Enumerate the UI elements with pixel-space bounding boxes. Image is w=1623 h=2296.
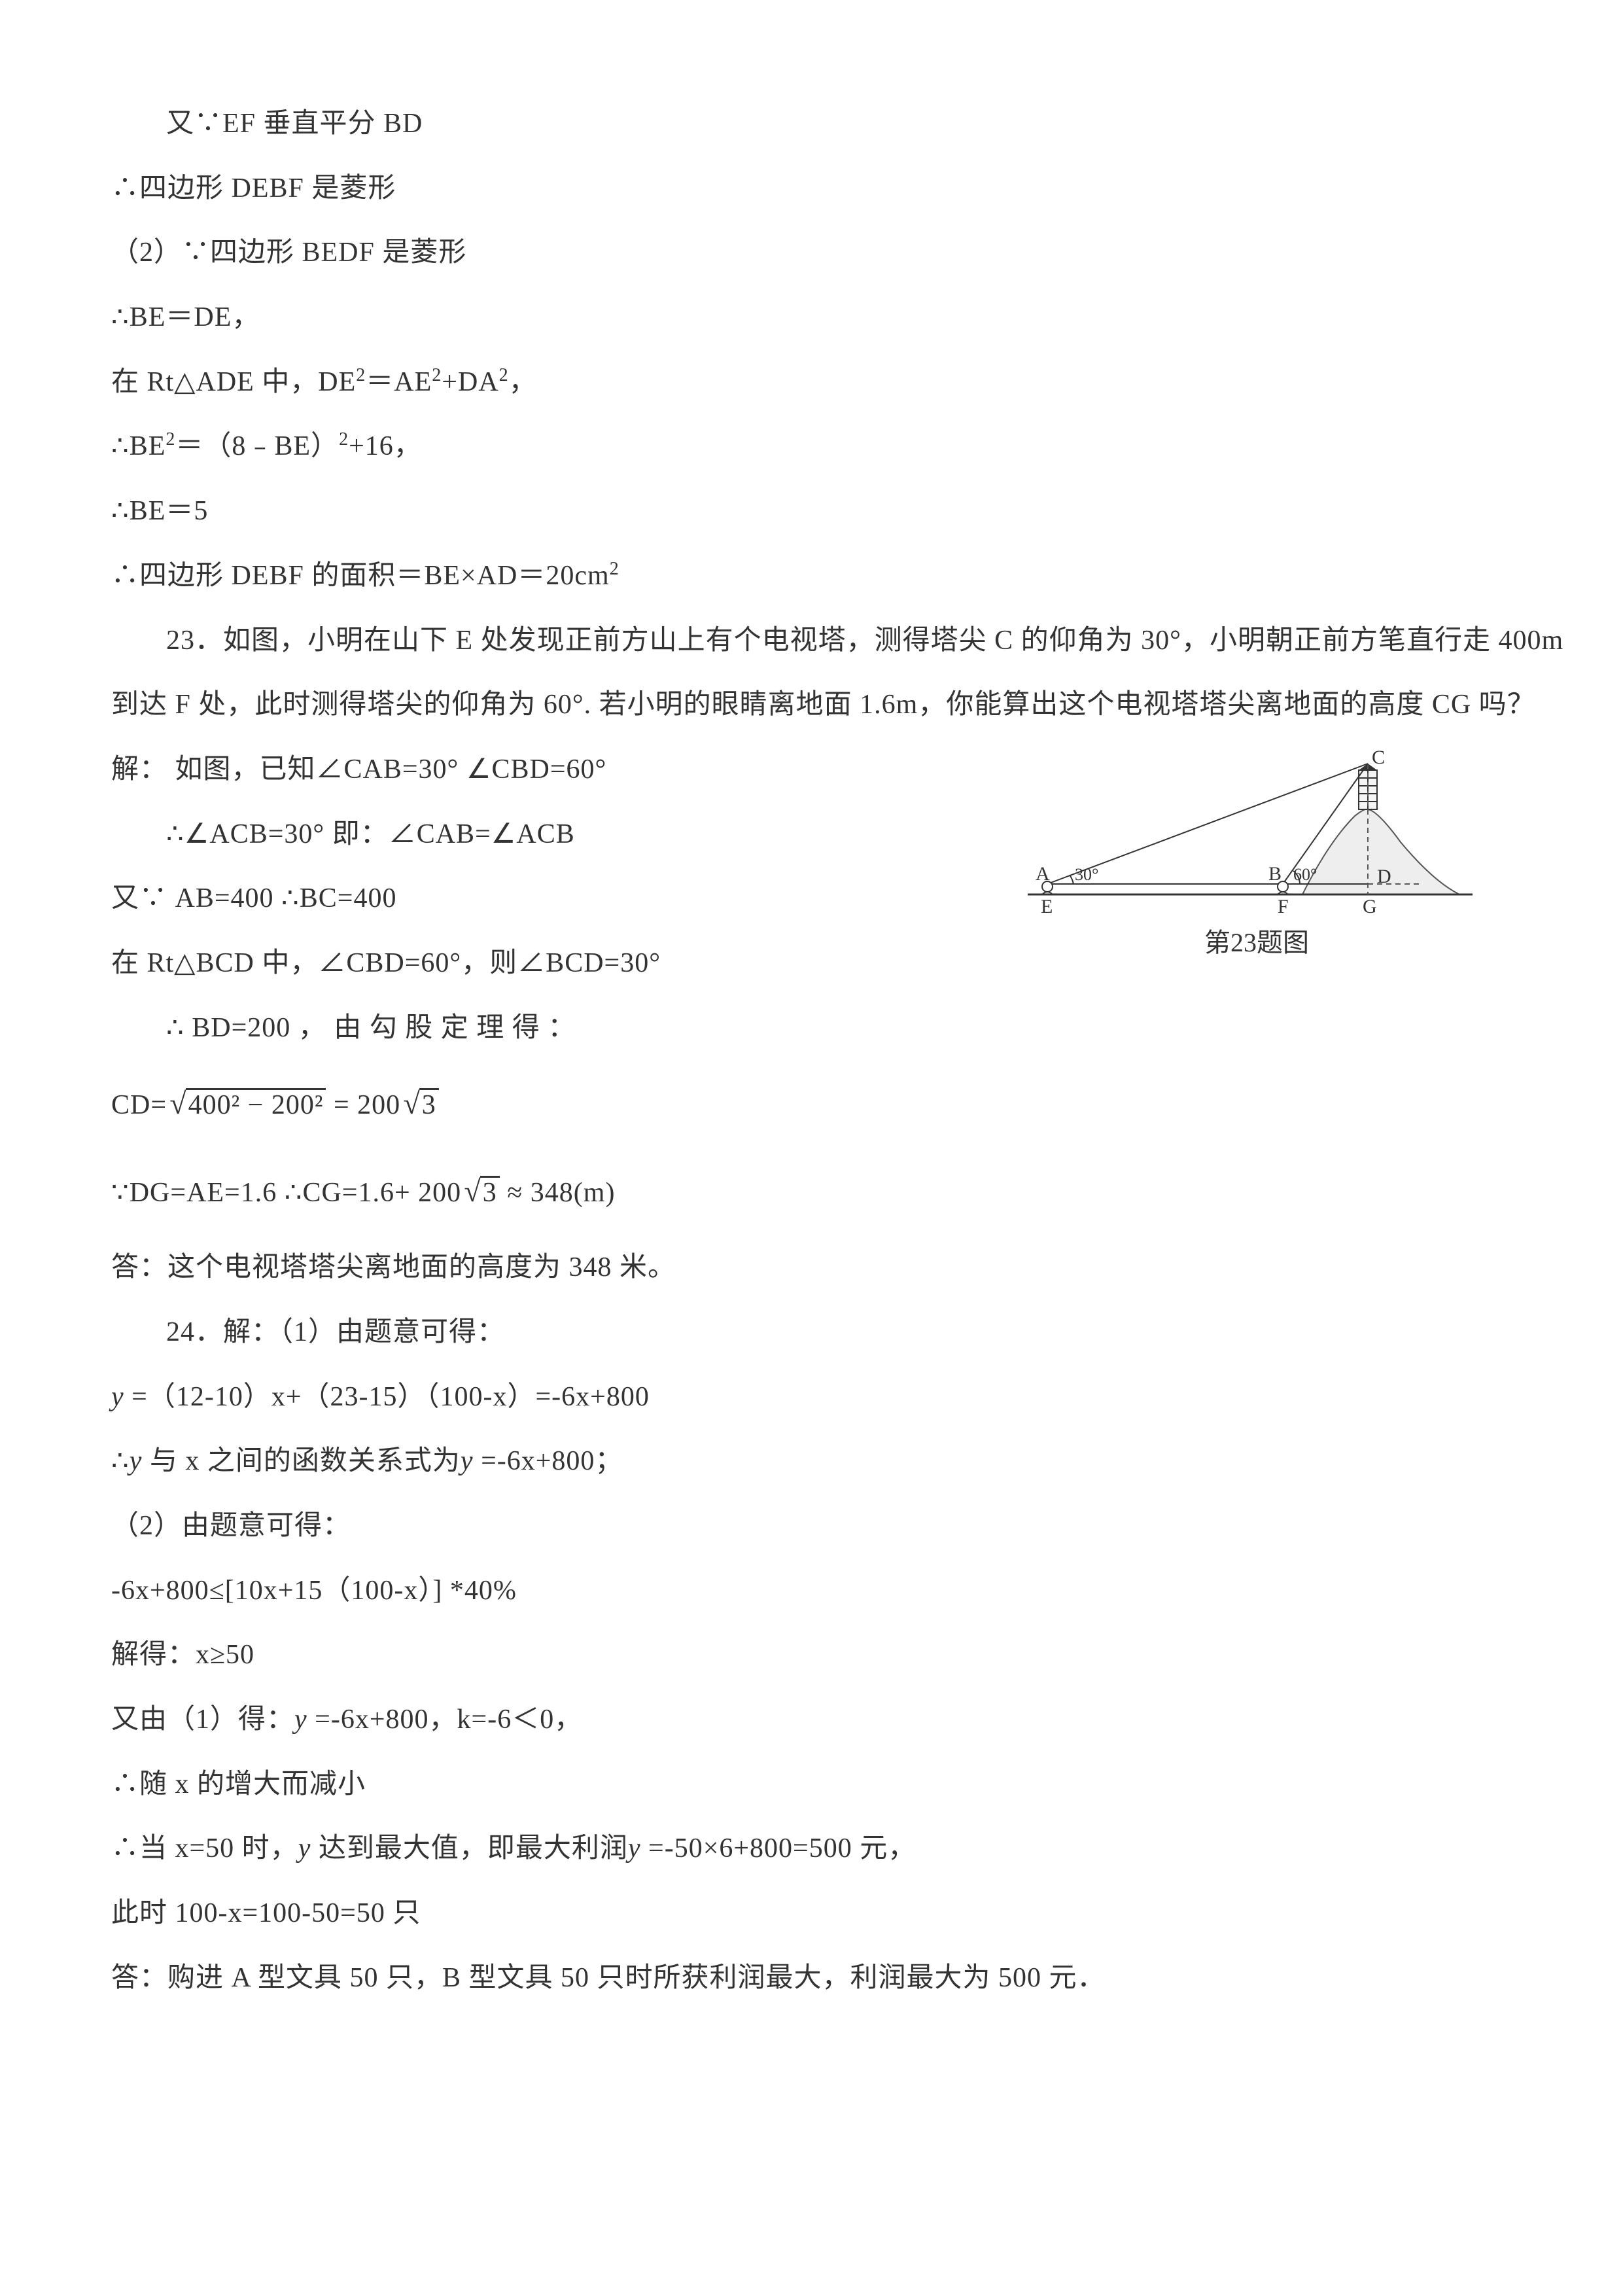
text-line: 又∵EF 垂直平分 BD <box>111 92 1512 156</box>
text-fragment: 与 x 之间的函数关系式为 <box>142 1446 461 1476</box>
text-line: 答：购进 A 型文具 50 只，B 型文具 50 只时所获利润最大，利润最大为 … <box>111 1946 1512 2011</box>
text-fragment: ∴ <box>111 1446 130 1476</box>
text-fragment: ∵DG=AE=1.6 ∴CG=1.6+ 200 <box>111 1178 461 1208</box>
var-y: y <box>111 1382 124 1412</box>
text-line: 24．解：（1）由题意可得： <box>111 1300 1512 1365</box>
text-line: ∴当 x=50 时，y 达到最大值，即最大利润y =-50×6+800=500 … <box>111 1816 1512 1881</box>
var-y: y <box>298 1833 311 1863</box>
text-line: 在 Rt△ADE 中，DE2＝AE2+DA2， <box>111 350 1512 415</box>
label-g: G <box>1363 896 1377 914</box>
text-line: ∴四边形 DEBF 是菱形 <box>111 156 1512 221</box>
text-fragment: ≈ 348(m) <box>500 1178 616 1208</box>
text-line: （2）∵四边形 BEDF 是菱形 <box>111 221 1512 285</box>
figure-caption: 第23题图 <box>1002 921 1512 959</box>
text-line: 解得：x≥50 <box>111 1623 1512 1687</box>
text-fragment: 又由（1）得： <box>111 1704 294 1735</box>
text-line-math: ∵DG=AE=1.6 ∴CG=1.6+ 200 3 ≈ 348(m) <box>111 1148 1512 1235</box>
var-y: y <box>628 1833 641 1863</box>
text-line: ∴BE＝5 <box>111 479 1512 544</box>
text-line: 此时 100-x=100-50=50 只 <box>111 1881 1512 1946</box>
text-fragment: = 200 <box>326 1090 400 1120</box>
superscript: 2 <box>339 429 349 450</box>
text-fragment: =-6x+800； <box>474 1446 623 1476</box>
superscript: 2 <box>610 559 620 579</box>
label-f: F <box>1278 896 1289 914</box>
text-line: ∴y 与 x 之间的函数关系式为y =-6x+800； <box>111 1429 1512 1494</box>
text-line: 答：这个电视塔塔尖离地面的高度为 348 米。 <box>111 1235 1512 1300</box>
text-line: -6x+800≤[10x+15（100-x）] *40% <box>111 1559 1512 1623</box>
text-fragment: =-6x+800，k=-6＜0， <box>307 1704 583 1735</box>
text-line-math: CD= 400² − 200² = 200 3 <box>111 1060 1512 1148</box>
figure-23: A B C D E F G 30° 60° 第23题图 <box>1002 744 1512 959</box>
label-60: 60° <box>1293 865 1317 884</box>
var-y: y <box>130 1446 143 1476</box>
label-e: E <box>1041 896 1053 914</box>
text-fragment: +DA <box>442 367 498 397</box>
var-y: y <box>294 1704 307 1735</box>
label-b: B <box>1268 863 1282 885</box>
text-fragment: +16， <box>349 431 422 461</box>
superscript: 2 <box>432 365 442 385</box>
superscript: 2 <box>166 429 175 450</box>
text-fragment: ∴四边形 DEBF 的面积＝BE×AD＝20cm <box>111 561 610 591</box>
text-line: ∴随 x 的增大而减小 <box>111 1752 1512 1817</box>
text-line: （2）由题意可得： <box>111 1494 1512 1559</box>
text-fragment: 达到最大值，即最大利润 <box>311 1833 628 1863</box>
text-fragment: ＝AE <box>366 367 432 397</box>
text-line: ∴BE2＝（8﹣BE）2+16， <box>111 414 1512 479</box>
text-fragment: 在 Rt△ADE 中，DE <box>111 367 356 397</box>
radicand: 3 <box>480 1176 500 1208</box>
text-line: ∴四边形 DEBF 的面积＝BE×AD＝20cm2 <box>111 544 1512 609</box>
diagram-svg: A B C D E F G 30° 60° <box>1002 744 1499 914</box>
label-a: A <box>1036 863 1050 885</box>
text-line: ∴ BD=200 ， 由 勾 股 定 理 得 ： <box>111 996 1512 1061</box>
text-fragment: ＝（8﹣BE） <box>175 431 339 461</box>
text-fragment: =（12-10）x+（23-15）（100-x）=-6x+800 <box>124 1382 650 1412</box>
superscript: 2 <box>356 365 366 385</box>
sqrt-expr: 3 <box>461 1148 500 1235</box>
solution-block-with-figure: A B C D E F G 30° 60° 第23题图 解： 如图，已知∠CAB… <box>111 737 1512 1148</box>
text-line: 23．如图，小明在山下 E 处发现正前方山上有个电视塔，测得塔尖 C 的仰角为 … <box>111 609 1512 673</box>
text-line: 又由（1）得：y =-6x+800，k=-6＜0， <box>111 1687 1512 1752</box>
text-line: ∴BE＝DE， <box>111 285 1512 350</box>
radicand: 400² − 200² <box>186 1088 326 1120</box>
text-line: 到达 F 处，此时测得塔尖的仰角为 60°. 若小明的眼睛离地面 1.6m，你能… <box>111 673 1512 737</box>
document-page: 又∵EF 垂直平分 BD ∴四边形 DEBF 是菱形 （2）∵四边形 BEDF … <box>0 0 1623 2102</box>
sqrt-expr: 400² − 200² <box>167 1060 326 1148</box>
text-fragment: =-50×6+800=500 元， <box>641 1833 916 1863</box>
superscript: 2 <box>499 365 509 385</box>
text-fragment: CD= <box>111 1090 167 1120</box>
label-c: C <box>1372 747 1385 768</box>
label-d: D <box>1377 866 1391 887</box>
angle-arc-30 <box>1070 875 1073 884</box>
text-line: y =（12-10）x+（23-15）（100-x）=-6x+800 <box>111 1365 1512 1430</box>
var-y: y <box>461 1446 474 1476</box>
label-30: 30° <box>1075 865 1098 884</box>
radicand: 3 <box>419 1088 439 1120</box>
text-fragment: ∴当 x=50 时， <box>111 1833 298 1863</box>
text-fragment: ∴BE <box>111 431 166 461</box>
sqrt-expr: 3 <box>400 1060 439 1148</box>
text-fragment: ， <box>509 367 537 397</box>
